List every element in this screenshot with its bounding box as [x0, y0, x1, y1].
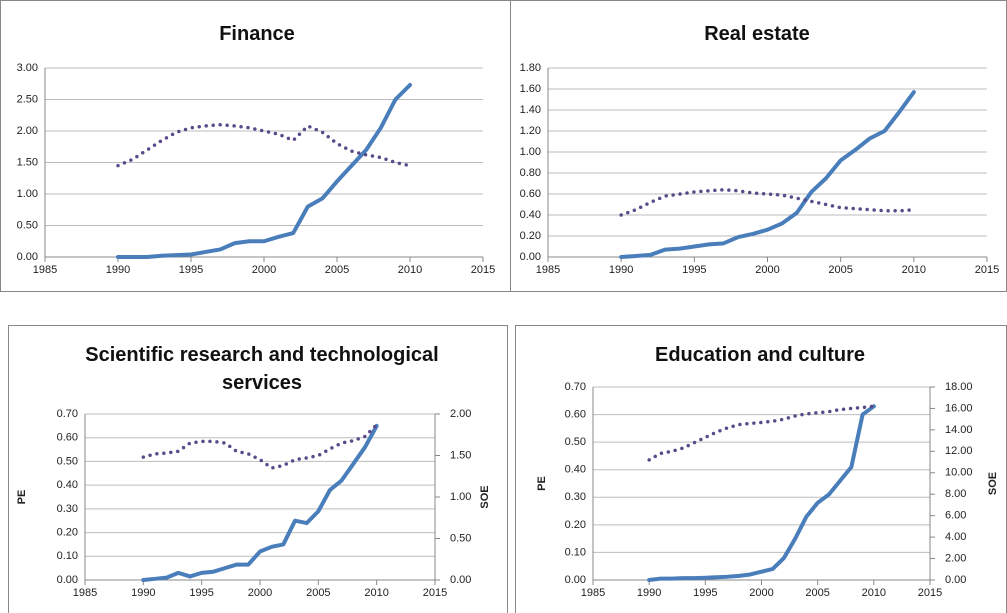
y-tick-label: 0.50	[17, 219, 38, 231]
series-line	[647, 404, 876, 582]
x-tick-label: 2000	[252, 264, 276, 276]
y-tick-label: 1.80	[520, 62, 541, 74]
y2-tick-label: 16.00	[945, 402, 973, 414]
series-line	[141, 423, 379, 470]
x-tick-label: 1985	[73, 587, 97, 599]
x-tick-label: 2015	[423, 587, 447, 599]
x-tick-label: 1985	[581, 587, 605, 599]
y-tick-label: 1.60	[520, 83, 541, 95]
y-tick-label: 0.70	[565, 381, 586, 393]
y2-tick-label: 6.00	[945, 510, 966, 522]
x-tick-label: 2005	[828, 264, 852, 276]
x-tick-label: 2015	[975, 264, 999, 276]
series-line	[141, 423, 379, 582]
y-tick-label: 0.30	[565, 491, 586, 503]
y-tick-label: 0.00	[565, 574, 586, 586]
chart-title: Real estate	[704, 23, 810, 45]
panel-border	[8, 325, 508, 613]
x-tick-label: 2015	[471, 264, 495, 276]
x-tick-label: 2000	[749, 587, 773, 599]
y-tick-label: 0.00	[520, 251, 541, 263]
x-tick-label: 1995	[682, 264, 706, 276]
y2-tick-label: 2.00	[450, 408, 471, 420]
y2-tick-label: 4.00	[945, 531, 966, 543]
chart-title: Finance	[219, 23, 295, 45]
y-tick-label: 3.00	[17, 62, 38, 74]
y-tick-label: 1.00	[17, 188, 38, 200]
series-line	[647, 404, 876, 462]
y-tick-label: 0.10	[57, 550, 78, 562]
y-tick-label: 0.30	[57, 503, 78, 515]
y-tick-label: 0.40	[57, 479, 78, 491]
y-tick-label: 1.50	[17, 156, 38, 168]
x-tick-label: 1990	[637, 587, 661, 599]
y2-axis-label: SOE	[987, 472, 999, 495]
y-tick-label: 0.20	[520, 230, 541, 242]
y-tick-label: 2.00	[17, 125, 38, 137]
y-tick-label: 0.60	[57, 432, 78, 444]
y-tick-label: 0.00	[17, 251, 38, 263]
y2-tick-label: 8.00	[945, 488, 966, 500]
y-tick-label: 1.20	[520, 125, 541, 137]
y-tick-label: 0.60	[565, 408, 586, 420]
y-tick-label: 0.00	[57, 574, 78, 586]
y2-tick-label: 10.00	[945, 467, 973, 479]
y-tick-label: 2.50	[17, 93, 38, 105]
y2-tick-label: 14.00	[945, 424, 973, 436]
y2-tick-label: 1.00	[450, 491, 471, 503]
series-line	[116, 83, 412, 259]
x-tick-label: 2015	[918, 587, 942, 599]
x-tick-label: 1995	[179, 264, 203, 276]
y-axis-label: PE	[536, 476, 548, 491]
y2-tick-label: 0.00	[450, 574, 471, 586]
y-tick-label: 1.40	[520, 104, 541, 116]
y2-tick-label: 12.00	[945, 445, 973, 457]
x-tick-label: 2005	[306, 587, 330, 599]
y-tick-label: 1.00	[520, 146, 541, 158]
x-tick-label: 1985	[536, 264, 560, 276]
y2-tick-label: 0.00	[945, 574, 966, 586]
x-tick-label: 2010	[398, 264, 422, 276]
x-tick-label: 1990	[106, 264, 130, 276]
y2-tick-label: 0.50	[450, 532, 471, 544]
chart-title: Scientific research and technological se…	[85, 344, 439, 394]
y-tick-label: 0.40	[565, 464, 586, 476]
y-tick-label: 0.50	[565, 436, 586, 448]
x-tick-label: 1995	[189, 587, 213, 599]
y-tick-label: 0.10	[565, 546, 586, 558]
y2-tick-label: 18.00	[945, 381, 973, 393]
x-tick-label: 2010	[862, 587, 886, 599]
x-tick-label: 1995	[693, 587, 717, 599]
x-tick-label: 2000	[248, 587, 272, 599]
y-tick-label: 0.70	[57, 408, 78, 420]
y-tick-label: 0.40	[520, 209, 541, 221]
series-line	[116, 122, 412, 168]
y-tick-label: 0.20	[565, 519, 586, 531]
x-tick-label: 2000	[755, 264, 779, 276]
y2-tick-label: 1.50	[450, 449, 471, 461]
x-tick-label: 1990	[131, 587, 155, 599]
y-tick-label: 0.60	[520, 188, 541, 200]
y-axis-label: PE	[16, 490, 28, 505]
x-tick-label: 1985	[33, 264, 57, 276]
y2-tick-label: 2.00	[945, 552, 966, 564]
series-line	[619, 90, 916, 259]
y-tick-label: 0.20	[57, 526, 78, 538]
x-tick-label: 1990	[609, 264, 633, 276]
x-tick-label: 2005	[805, 587, 829, 599]
x-tick-label: 2005	[325, 264, 349, 276]
x-tick-label: 2010	[902, 264, 926, 276]
y-tick-label: 0.80	[520, 167, 541, 179]
y2-axis-label: SOE	[479, 485, 491, 508]
x-tick-label: 2010	[364, 587, 388, 599]
chart-title: Education and culture	[654, 344, 866, 366]
y-tick-label: 0.50	[57, 455, 78, 467]
